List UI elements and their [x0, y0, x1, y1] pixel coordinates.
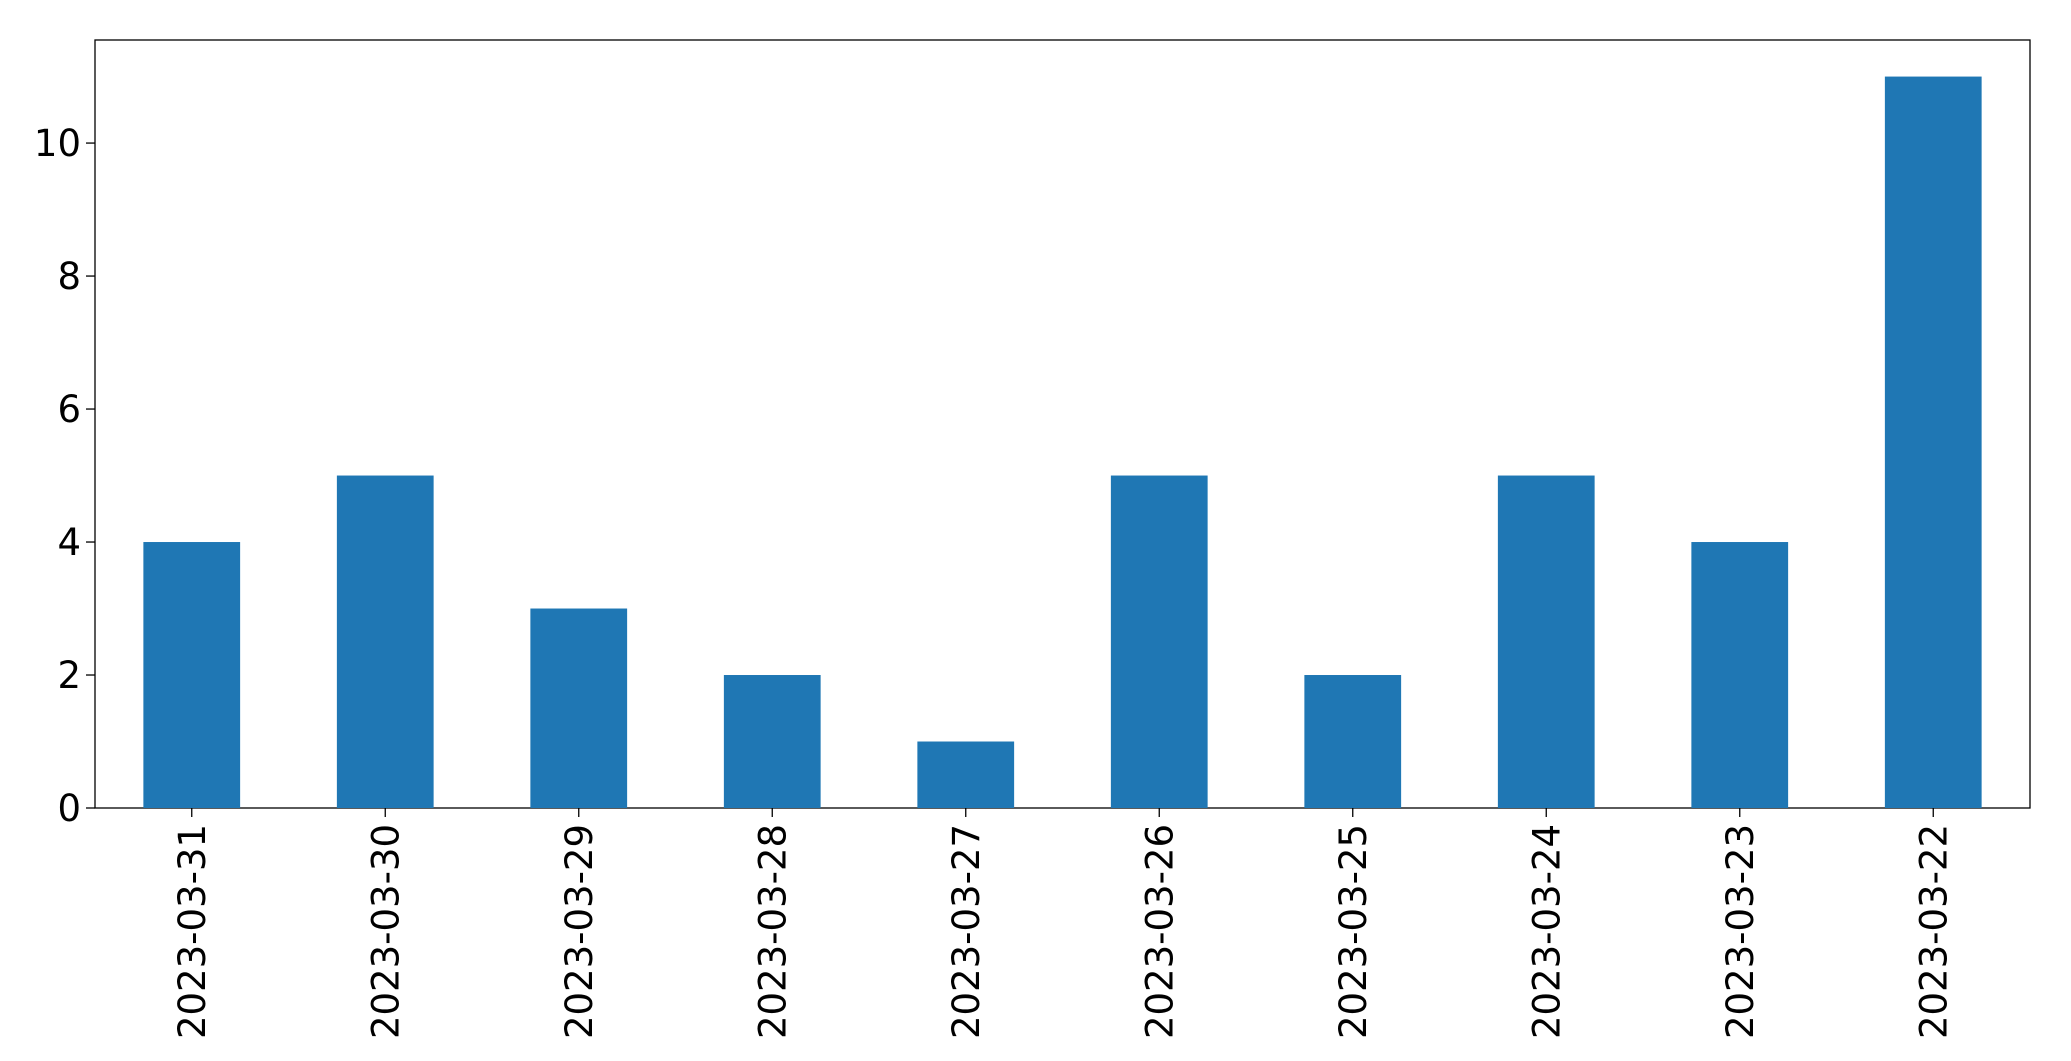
- bar: [723, 675, 821, 808]
- x-tick-label: 2023-03-29: [558, 824, 601, 1039]
- y-tick-label: 10: [34, 122, 81, 165]
- y-tick-label: 2: [57, 654, 81, 697]
- y-tick-label: 8: [57, 255, 81, 298]
- y-tick-label: 0: [57, 787, 81, 830]
- bar: [1691, 542, 1789, 808]
- x-tick-label: 2023-03-26: [1138, 824, 1181, 1039]
- x-tick-label: 2023-03-31: [171, 824, 214, 1039]
- plot-frame: [94, 39, 2031, 809]
- x-tick-label: 2023-03-22: [1912, 824, 1955, 1039]
- bar: [1497, 475, 1595, 808]
- x-tick-label: 2023-03-25: [1332, 824, 1375, 1039]
- bar: [1304, 675, 1402, 808]
- bar: [917, 741, 1015, 808]
- x-tick-label: 2023-03-27: [945, 824, 988, 1039]
- y-tick-label: 6: [57, 388, 81, 431]
- y-tick-label: 4: [57, 521, 81, 564]
- x-tick-label: 2023-03-28: [751, 824, 794, 1039]
- x-tick-label: 2023-03-24: [1525, 824, 1568, 1039]
- bar: [530, 608, 628, 808]
- bar: [1884, 76, 1982, 809]
- bar: [143, 542, 241, 808]
- bar: [336, 475, 434, 808]
- x-tick-label: 2023-03-23: [1719, 824, 1762, 1039]
- bar: [1110, 475, 1208, 808]
- x-tick-label: 2023-03-30: [364, 824, 407, 1039]
